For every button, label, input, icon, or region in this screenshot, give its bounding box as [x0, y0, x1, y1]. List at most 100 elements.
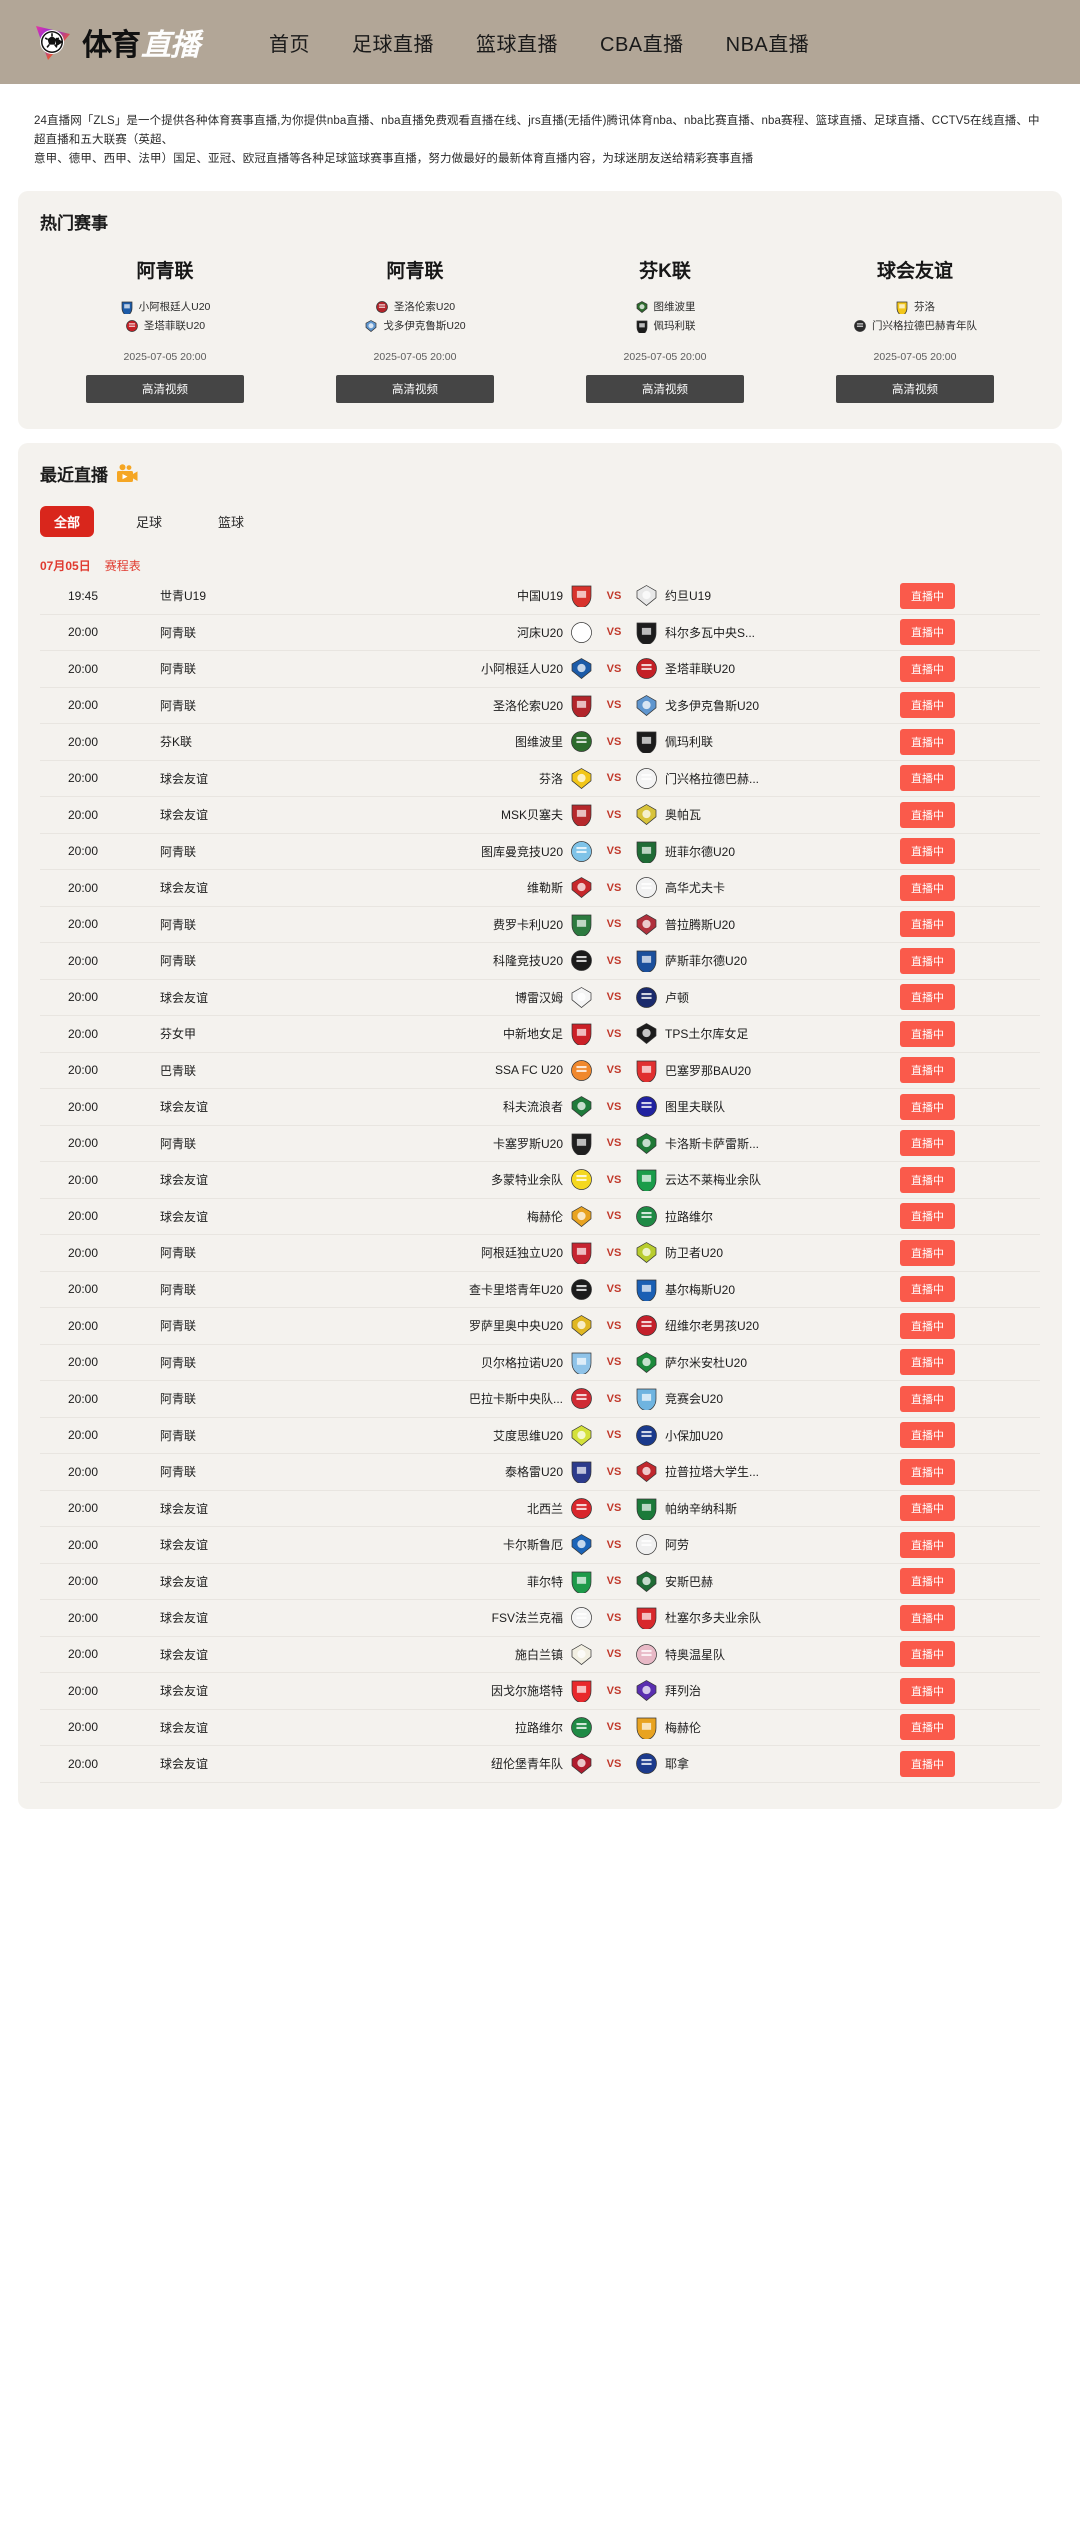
match-row[interactable]: 20:00 阿青联 图库曼竞技U20 VS 班菲尔德U20 直播中 [40, 834, 1040, 870]
live-now-button[interactable]: 直播中 [900, 1714, 955, 1741]
live-now-button[interactable]: 直播中 [900, 1203, 955, 1230]
live-now-button[interactable]: 直播中 [900, 1130, 955, 1157]
match-row[interactable]: 20:00 球会友谊 施白兰镇 VS 特奥温星队 直播中 [40, 1637, 1040, 1673]
hd-video-button[interactable]: 高清视频 [336, 375, 494, 403]
match-row[interactable]: 20:00 巴青联 SSA FC U20 VS 巴塞罗那BAU20 直播中 [40, 1053, 1040, 1089]
match-row[interactable]: 20:00 芬女甲 中新地女足 VS TPS土尔库女足 直播中 [40, 1016, 1040, 1053]
match-row[interactable]: 20:00 球会友谊 科夫流浪者 VS 图里夫联队 直播中 [40, 1089, 1040, 1126]
live-now-button[interactable]: 直播中 [900, 1531, 955, 1558]
match-home-team: 罗萨里奥中央U20 [468, 1319, 563, 1334]
away-team-crest-icon [635, 1752, 658, 1775]
hot-card-away-name: 佩玛利联 [653, 320, 696, 332]
live-now-button[interactable]: 直播中 [900, 801, 955, 828]
live-now-button[interactable]: 直播中 [900, 582, 955, 609]
live-now-button[interactable]: 直播中 [900, 619, 955, 646]
live-now-button[interactable]: 直播中 [900, 1604, 955, 1631]
tab-1[interactable]: 足球 [136, 515, 163, 530]
match-row[interactable]: 20:00 球会友谊 芬洛 VS 门兴格拉德巴赫... 直播中 [40, 761, 1040, 797]
match-time: 20:00 [68, 1428, 99, 1443]
match-row[interactable]: 20:00 阿青联 罗萨里奥中央U20 VS 纽维尔老男孩U20 直播中 [40, 1308, 1040, 1345]
live-now-button[interactable]: 直播中 [900, 1020, 955, 1047]
match-row[interactable]: 20:00 球会友谊 纽伦堡青年队 VS 耶拿 直播中 [40, 1746, 1040, 1783]
category-tabs: 全部 足球 篮球 [40, 506, 1040, 537]
match-row[interactable]: 20:00 阿青联 河床U20 VS 科尔多瓦中央S... 直播中 [40, 615, 1040, 651]
match-row[interactable]: 20:00 阿青联 卡塞罗斯U20 VS 卡洛斯卡萨雷斯... 直播中 [40, 1126, 1040, 1162]
live-now-button[interactable]: 直播中 [900, 874, 955, 901]
live-now-button[interactable]: 直播中 [900, 1093, 955, 1120]
live-now-button[interactable]: 直播中 [900, 692, 955, 719]
nav-item-football[interactable]: 足球直播 [352, 33, 434, 56]
site-logo[interactable]: 体育 直播 [30, 20, 200, 64]
live-now-button[interactable]: 直播中 [900, 728, 955, 755]
vs-label: VS [606, 1684, 622, 1697]
vs-label: VS [606, 881, 622, 894]
live-now-button[interactable]: 直播中 [900, 911, 955, 938]
live-now-button[interactable]: 直播中 [900, 1166, 955, 1193]
live-now-button[interactable]: 直播中 [900, 1276, 955, 1303]
live-now-button[interactable]: 直播中 [900, 1568, 955, 1595]
live-now-button[interactable]: 直播中 [900, 1495, 955, 1522]
match-row[interactable]: 20:00 球会友谊 菲尔特 VS 安斯巴赫 直播中 [40, 1564, 1040, 1600]
live-now-button[interactable]: 直播中 [900, 655, 955, 682]
hd-video-button[interactable]: 高清视频 [86, 375, 244, 403]
match-row[interactable]: 20:00 阿青联 贝尔格拉诺U20 VS 萨尔米安杜U20 直播中 [40, 1345, 1040, 1381]
tab-0[interactable]: 全部 [40, 506, 95, 537]
match-row[interactable]: 20:00 球会友谊 博雷汉姆 VS 卢顿 直播中 [40, 980, 1040, 1016]
hot-match-card[interactable]: 阿青联 圣洛伦索U20 戈多伊克鲁斯U20 2025-07-05 20:00 高… [290, 256, 540, 403]
tab-2[interactable]: 篮球 [218, 515, 245, 530]
match-row[interactable]: 20:00 阿青联 科隆竞技U20 VS 萨斯菲尔德U20 直播中 [40, 943, 1040, 980]
nav-item-cba[interactable]: CBA直播 [600, 33, 684, 56]
match-row[interactable]: 20:00 阿青联 圣洛伦索U20 VS 戈多伊克鲁斯U20 直播中 [40, 688, 1040, 724]
nav-item-basketball[interactable]: 篮球直播 [476, 33, 558, 56]
hd-video-button[interactable]: 高清视频 [586, 375, 744, 403]
live-now-button[interactable]: 直播中 [900, 1641, 955, 1668]
hot-match-card[interactable]: 芬K联 图维波里 佩玛利联 2025-07-05 20:00 高清视频 [540, 256, 790, 403]
away-team-crest-icon [635, 319, 649, 333]
match-row[interactable]: 20:00 球会友谊 梅赫伦 VS 拉路维尔 直播中 [40, 1199, 1040, 1235]
live-now-button[interactable]: 直播中 [900, 1349, 955, 1376]
match-row[interactable]: 20:00 阿青联 费罗卡利U20 VS 普拉腾斯U20 直播中 [40, 907, 1040, 943]
live-now-button[interactable]: 直播中 [900, 838, 955, 865]
live-now-button[interactable]: 直播中 [900, 1385, 955, 1412]
match-row[interactable]: 20:00 阿青联 艾度思维U20 VS 小保加U20 直播中 [40, 1418, 1040, 1454]
nav-item-nba[interactable]: NBA直播 [725, 33, 810, 56]
match-away-team: 云达不莱梅业余队 [665, 1173, 762, 1188]
hot-match-card[interactable]: 球会友谊 芬洛 门兴格拉德巴赫青年队 2025-07-05 20:00 高清视频 [790, 256, 1040, 403]
home-team-crest-icon [570, 840, 593, 863]
match-row[interactable]: 20:00 阿青联 泰格雷U20 VS 拉普拉塔大学生... 直播中 [40, 1454, 1040, 1491]
match-away-team: 图里夫联队 [665, 1100, 726, 1115]
home-team-crest-icon [570, 1570, 593, 1593]
vs-label: VS [606, 1210, 622, 1223]
match-row[interactable]: 20:00 阿青联 阿根廷独立U20 VS 防卫者U20 直播中 [40, 1235, 1040, 1272]
match-row[interactable]: 20:00 球会友谊 MSK贝塞夫 VS 奥帕瓦 直播中 [40, 797, 1040, 834]
match-row[interactable]: 20:00 球会友谊 北西兰 VS 帕纳辛纳科斯 直播中 [40, 1491, 1040, 1527]
schedule-table-link[interactable]: 赛程表 [104, 559, 141, 573]
live-now-button[interactable]: 直播中 [900, 1057, 955, 1084]
live-now-button[interactable]: 直播中 [900, 1239, 955, 1266]
live-now-button[interactable]: 直播中 [900, 1750, 955, 1777]
match-row[interactable]: 20:00 球会友谊 拉路维尔 VS 梅赫伦 直播中 [40, 1710, 1040, 1746]
match-time: 20:00 [68, 953, 99, 968]
live-now-button[interactable]: 直播中 [900, 1422, 955, 1449]
match-row[interactable]: 20:00 球会友谊 维勒斯 VS 高华尤夫卡 直播中 [40, 870, 1040, 907]
live-now-button[interactable]: 直播中 [900, 984, 955, 1011]
live-now-button[interactable]: 直播中 [900, 1312, 955, 1339]
match-row[interactable]: 20:00 阿青联 小阿根廷人U20 VS 圣塔菲联U20 直播中 [40, 651, 1040, 688]
match-league: 阿青联 [160, 844, 197, 859]
match-row[interactable]: 20:00 球会友谊 卡尔斯鲁厄 VS 阿劳 直播中 [40, 1527, 1040, 1564]
match-row[interactable]: 20:00 阿青联 查卡里塔青年U20 VS 基尔梅斯U20 直播中 [40, 1272, 1040, 1308]
hd-video-button[interactable]: 高清视频 [836, 375, 994, 403]
live-now-button[interactable]: 直播中 [900, 1677, 955, 1704]
hot-match-card[interactable]: 阿青联 小阿根廷人U20 圣塔菲联U20 2025-07-05 20:00 高清… [40, 256, 290, 403]
match-row[interactable]: 20:00 球会友谊 因戈尔施塔特 VS 拜列治 直播中 [40, 1673, 1040, 1710]
match-row[interactable]: 20:00 球会友谊 FSV法兰克福 VS 杜塞尔多夫业余队 直播中 [40, 1600, 1040, 1637]
match-row[interactable]: 20:00 芬K联 图维波里 VS 佩玛利联 直播中 [40, 724, 1040, 761]
match-row[interactable]: 20:00 阿青联 巴拉卡斯中央队... VS 竞赛会U20 直播中 [40, 1381, 1040, 1418]
live-now-button[interactable]: 直播中 [900, 765, 955, 792]
match-row[interactable]: 19:45 世青U19 中国U19 VS 约旦U19 直播中 [40, 578, 1040, 615]
live-now-button[interactable]: 直播中 [900, 947, 955, 974]
live-now-button[interactable]: 直播中 [900, 1458, 955, 1485]
match-row[interactable]: 20:00 球会友谊 多蒙特业余队 VS 云达不莱梅业余队 直播中 [40, 1162, 1040, 1199]
nav-item-home[interactable]: 首页 [269, 33, 310, 56]
hot-matches-title: 热门赛事 [40, 214, 108, 233]
